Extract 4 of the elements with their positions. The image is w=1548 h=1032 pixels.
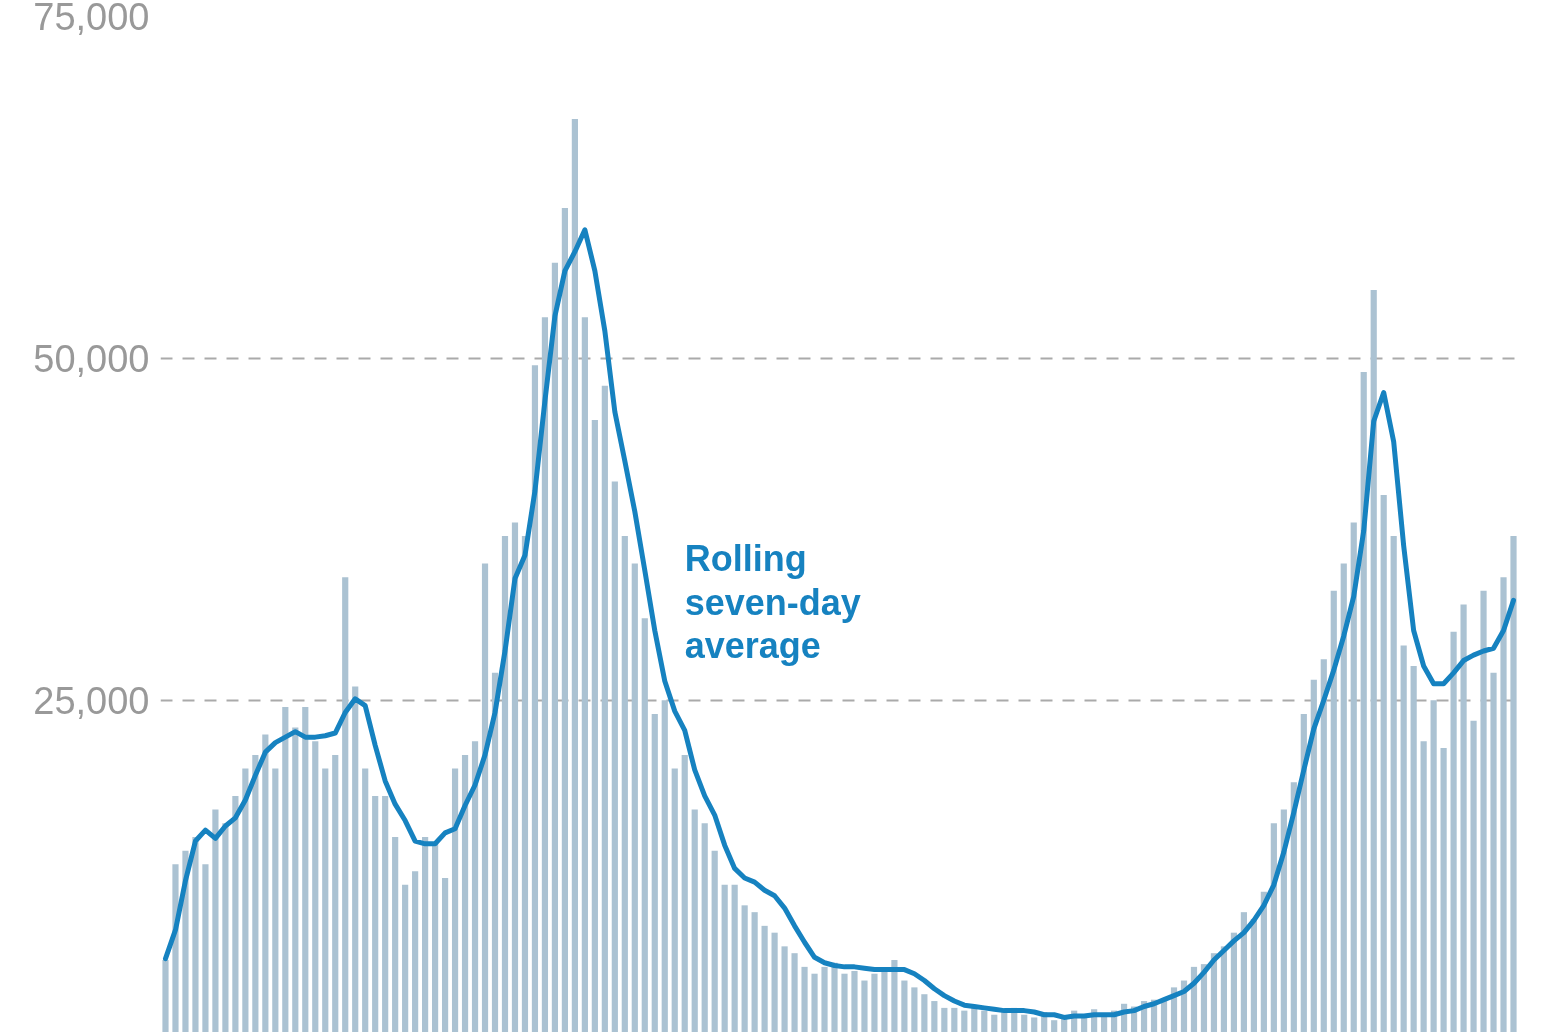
- y-tick-label: 50,000: [33, 337, 150, 380]
- y-tick-label: 25,000: [33, 679, 150, 722]
- series-label: Rolling seven-day average: [684, 538, 861, 666]
- y-tick-label: 75,000: [33, 0, 150, 38]
